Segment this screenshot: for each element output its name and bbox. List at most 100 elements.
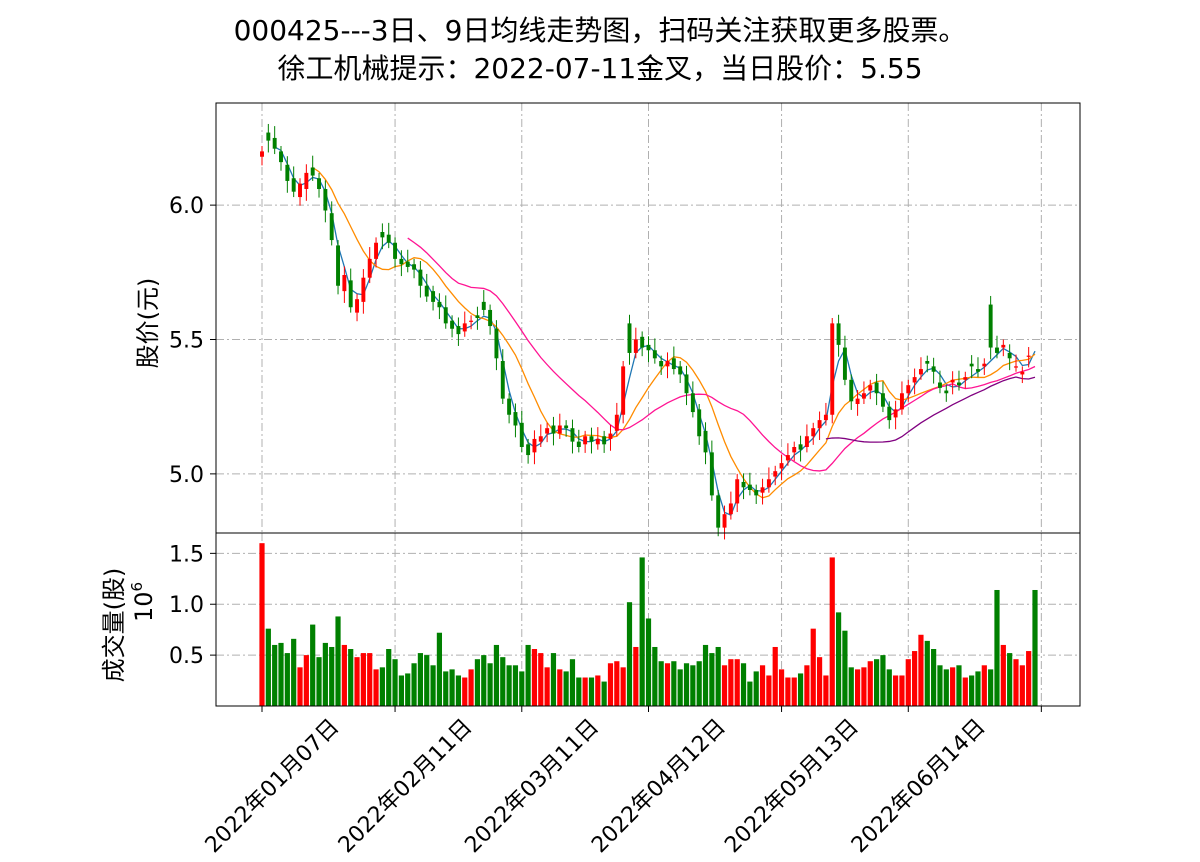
date-tick-label: 2022年05月13日	[720, 715, 864, 859]
volume-bars	[259, 543, 1038, 706]
volume-bar	[506, 665, 512, 706]
candle-body	[361, 277, 366, 302]
candle-body	[868, 385, 873, 391]
volume-bar	[500, 657, 506, 706]
date-tick-label: 2022年02月11日	[334, 715, 478, 859]
candle-body	[798, 444, 803, 450]
price-axis-label: 股价(元)	[134, 278, 162, 369]
candle-body	[260, 151, 264, 157]
volume-bar	[956, 665, 962, 706]
candle-body	[304, 172, 309, 189]
candle-body	[728, 503, 733, 515]
volume-tick-label: 1.5	[169, 542, 204, 567]
candle-body	[437, 301, 442, 308]
candle-body	[842, 347, 847, 380]
volume-bar	[576, 677, 582, 706]
volume-bar	[734, 659, 740, 706]
volume-bar	[683, 663, 690, 706]
candle-body	[443, 307, 448, 324]
candle-body	[969, 363, 974, 367]
candle-body	[1007, 352, 1012, 359]
candle-body	[861, 393, 866, 399]
candle-body	[564, 425, 569, 429]
volume-bar	[848, 667, 854, 706]
volume-bar	[658, 661, 664, 706]
volume-bar	[861, 667, 867, 706]
volume-bar	[791, 677, 797, 706]
volume-bar	[563, 671, 569, 706]
volume-bar	[728, 659, 734, 706]
candle-body	[393, 242, 398, 259]
date-tick-label: 2022年04月12日	[587, 715, 731, 859]
volume-bar	[1019, 665, 1025, 706]
date-tick-label: 2022年06月14日	[847, 715, 991, 859]
volume-bar	[424, 655, 430, 706]
candle-body	[298, 183, 302, 198]
candle-body	[450, 320, 455, 329]
ma-long-line	[407, 237, 1036, 472]
volume-bar	[740, 663, 747, 706]
candle-body	[957, 382, 961, 386]
volume-bar	[664, 663, 671, 706]
volume-bar	[436, 632, 443, 706]
candle-body	[855, 398, 860, 404]
candle-body	[950, 379, 955, 383]
candle-body	[665, 361, 670, 367]
volume-bar	[341, 644, 347, 706]
volume-bar	[474, 659, 481, 706]
volume-bar	[449, 669, 455, 706]
volume-bar	[912, 651, 918, 706]
candle-body	[374, 242, 379, 259]
candle-body	[773, 471, 778, 477]
candle-body	[792, 447, 797, 453]
volume-bar	[772, 646, 778, 706]
candle-body	[995, 347, 999, 353]
volume-bar	[899, 675, 905, 706]
volume-bar	[322, 642, 328, 706]
volume-bar	[937, 665, 943, 706]
volume-bar	[671, 661, 677, 706]
volume-bar	[519, 671, 525, 706]
volume-bar	[367, 653, 373, 706]
volume-bar	[696, 661, 702, 706]
volume-bar	[854, 669, 861, 706]
candle-body	[1026, 355, 1031, 357]
date-axis-ticks: 2022年01月07日2022年02月11日2022年03月11日2022年04…	[201, 706, 1042, 858]
volume-bar	[810, 628, 816, 706]
candle-body	[583, 436, 588, 445]
candle-body	[431, 291, 436, 302]
volume-bar	[943, 669, 949, 706]
candle-body	[310, 167, 315, 176]
volume-multiplier: 106	[128, 582, 158, 622]
candle-body	[570, 428, 575, 442]
volume-bar	[531, 649, 538, 706]
candle-body	[462, 323, 467, 332]
volume-bar	[880, 655, 886, 706]
volume-bar	[829, 557, 835, 706]
volume-bar	[842, 630, 848, 706]
price-grid	[216, 103, 1080, 533]
volume-bar	[867, 661, 873, 706]
candle-body	[823, 414, 828, 421]
candle-body	[1001, 344, 1006, 348]
volume-bar	[747, 681, 753, 706]
volume-bar	[405, 673, 411, 706]
candle-body	[925, 361, 930, 364]
volume-bar	[284, 653, 290, 706]
candle-body	[811, 428, 816, 437]
volume-bar	[778, 669, 785, 706]
volume-bar	[348, 649, 354, 706]
candle-body	[500, 361, 505, 399]
candle-body	[766, 479, 771, 488]
volume-bar	[379, 667, 385, 706]
date-tick-label: 2022年01月07日	[201, 715, 345, 859]
candle-body	[545, 428, 550, 434]
candle-body	[893, 409, 898, 418]
volume-bar	[797, 673, 804, 706]
price-tick-label: 5.0	[169, 463, 204, 488]
volume-bar	[994, 589, 1000, 706]
volume-bar	[278, 642, 284, 706]
candle-body	[906, 385, 911, 394]
volume-bar	[297, 667, 303, 706]
